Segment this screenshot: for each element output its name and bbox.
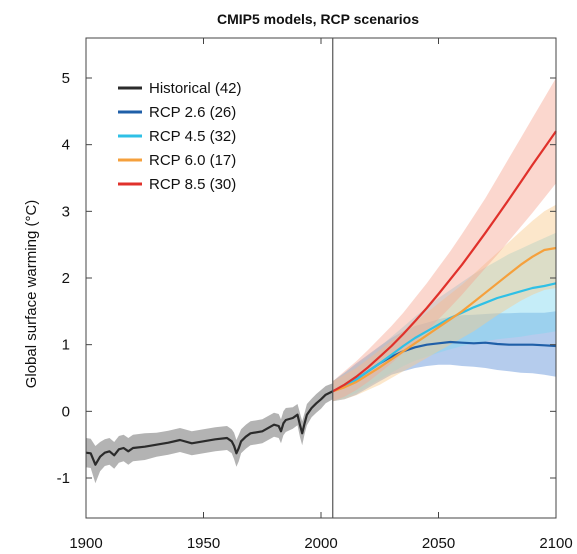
x-tick-label: 1950 bbox=[187, 535, 220, 552]
y-tick-label: 1 bbox=[62, 337, 70, 354]
series-line-4 bbox=[332, 130, 557, 393]
y-tick-label: -1 bbox=[57, 470, 70, 487]
y-tick-label: 0 bbox=[62, 403, 70, 420]
legend-label: RCP 2.6 (26) bbox=[149, 104, 236, 121]
y-tick-label: 5 bbox=[62, 70, 70, 87]
series-line-3 bbox=[332, 246, 557, 393]
x-tick-label: 1900 bbox=[69, 535, 102, 552]
axis-ticks: 1900 1950 2000 2050 2100 -1 0 1 2 3 4 5 bbox=[57, 38, 573, 552]
band-historical bbox=[86, 383, 333, 484]
legend-label: Historical (42) bbox=[149, 80, 242, 97]
series-line-2 bbox=[332, 282, 557, 393]
band-scenario-4 bbox=[332, 78, 556, 402]
series-lines bbox=[85, 130, 557, 466]
y-tick-label: 3 bbox=[62, 203, 70, 220]
band-scenario-3 bbox=[332, 204, 556, 402]
x-tick-label: 2100 bbox=[539, 535, 572, 552]
x-tick-label: 2000 bbox=[304, 535, 337, 552]
legend-label: RCP 4.5 (32) bbox=[149, 128, 236, 145]
legend-label: RCP 8.5 (30) bbox=[149, 176, 236, 193]
y-tick-label: 2 bbox=[62, 270, 70, 287]
y-axis-label: Global surface warming (°C) bbox=[23, 200, 40, 389]
series-line-0 bbox=[85, 390, 334, 466]
legend: Historical (42) RCP 2.6 (26) RCP 4.5 (32) R… bbox=[118, 80, 242, 193]
y-tick-label: 4 bbox=[62, 137, 70, 154]
band-scenario-1 bbox=[332, 311, 556, 402]
legend-label: RCP 6.0 (17) bbox=[149, 152, 236, 169]
chart-title: CMIP5 models, RCP scenarios bbox=[217, 11, 419, 27]
x-tick-label: 2050 bbox=[422, 535, 455, 552]
